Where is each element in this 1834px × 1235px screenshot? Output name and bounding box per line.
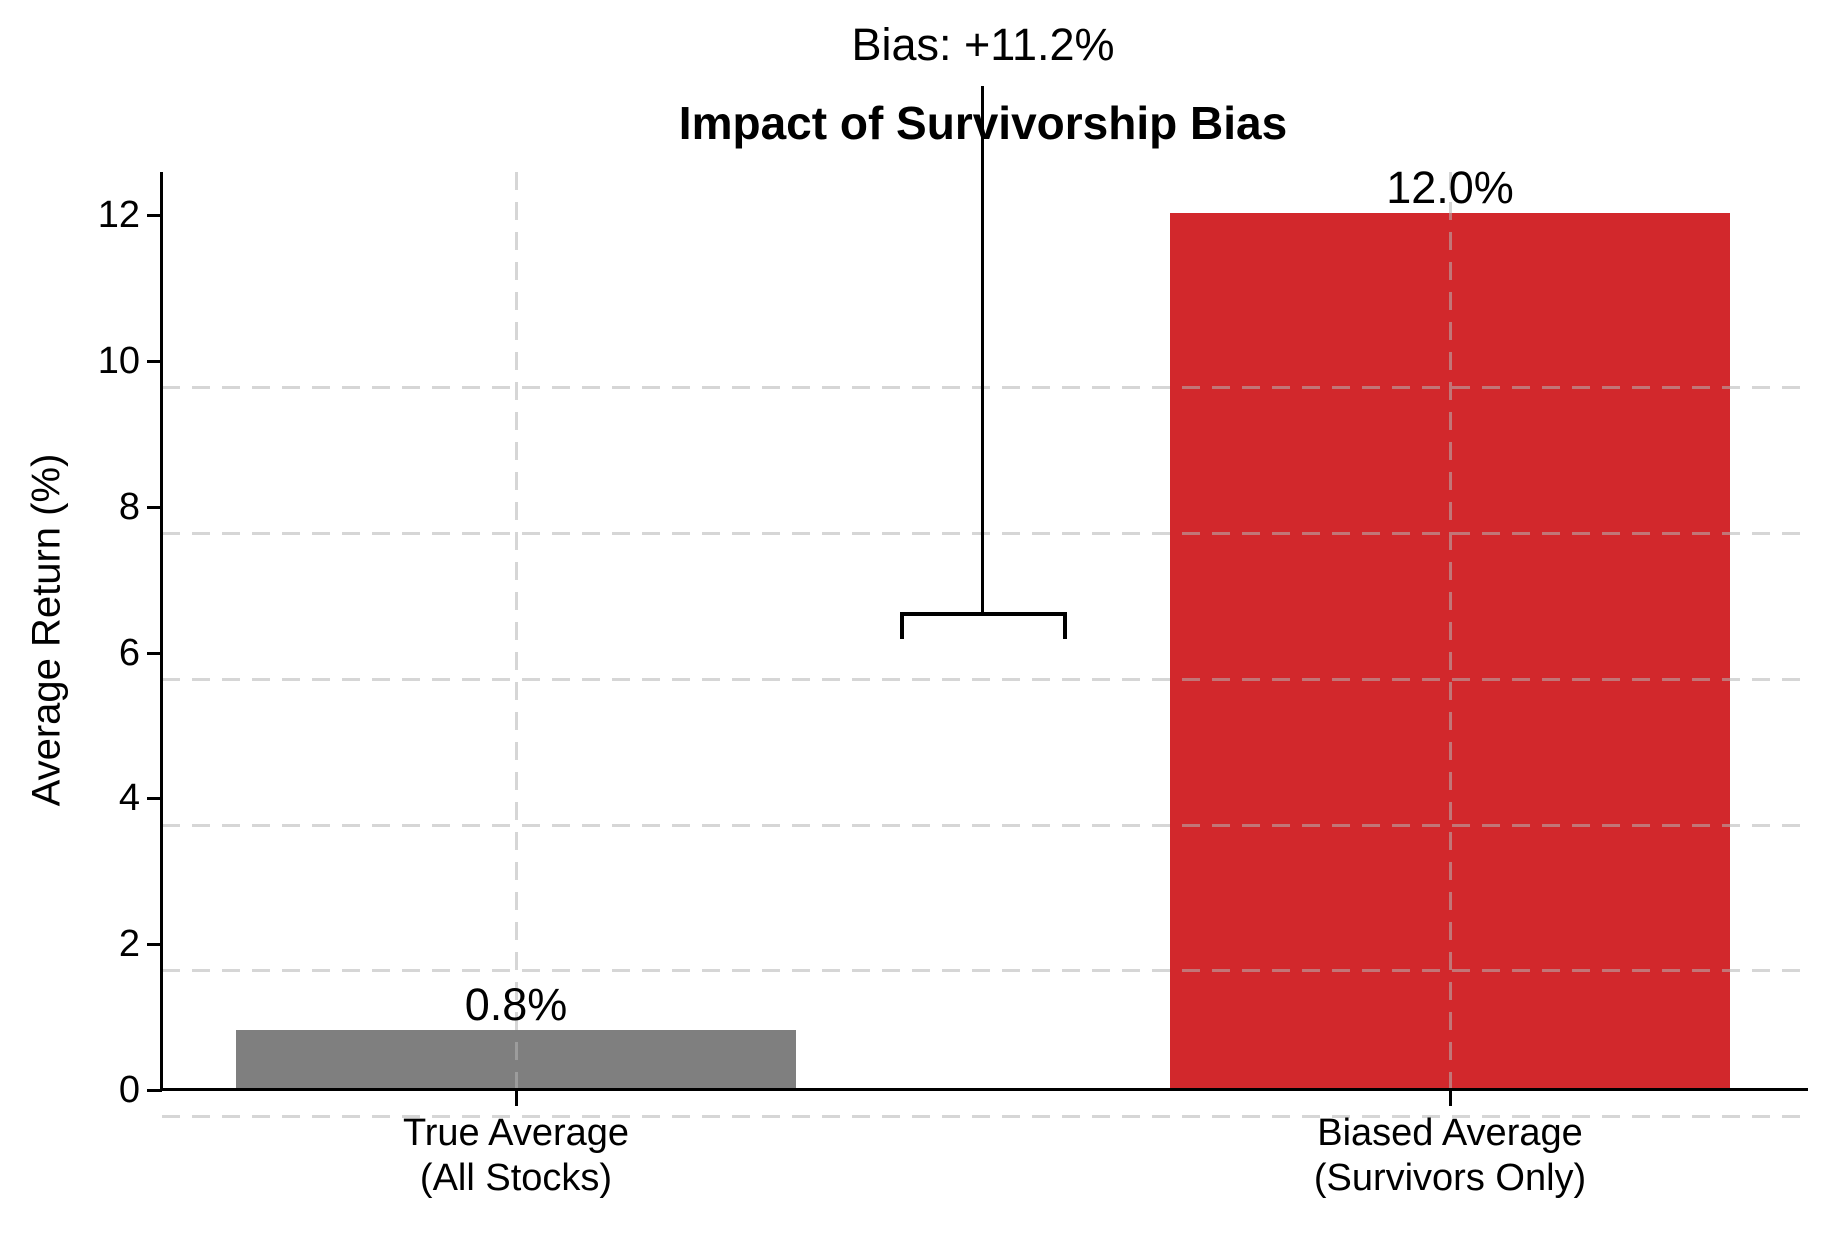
y-tick-label-12: 12 (97, 194, 140, 236)
gridline-y-8 (162, 677, 1808, 681)
bias-annotation-bracket (900, 612, 1067, 616)
gridline-y-12 (162, 385, 1808, 389)
gridline-x-0 (514, 172, 518, 1088)
y-tick-label-8: 8 (118, 486, 140, 528)
y-axis-label: Average Return (%) (24, 453, 69, 807)
plot-area (162, 172, 1808, 1118)
y-tick-label-6: 6 (118, 632, 140, 674)
gridline-y-10 (162, 531, 1808, 535)
bar-true-average (236, 1030, 796, 1088)
gridlines-layer (162, 172, 1808, 1118)
y-tick-label-4: 4 (118, 777, 140, 819)
bars-layer (162, 172, 1808, 1088)
y-tick-mark-8 (147, 505, 162, 509)
gridline-x-1 (1448, 172, 1452, 1088)
y-tick-label-2: 2 (118, 923, 140, 965)
x-tick-mark-0 (514, 1091, 518, 1106)
x-tick-label-line: Biased Average (1317, 1112, 1583, 1154)
bias-annotation-line (981, 86, 984, 616)
bias-annotation-bracket-cap-right (1063, 612, 1067, 639)
y-tick-mark-12 (147, 213, 162, 217)
x-tick-label-line: (All Stocks) (419, 1157, 613, 1199)
x-tick-mark-1 (1448, 1091, 1452, 1106)
x-tick-label-line: True Average (402, 1112, 630, 1154)
x-tick-label-1: Biased Average (Survivors Only) (1170, 1111, 1730, 1201)
y-tick-label-0: 0 (118, 1069, 140, 1111)
gridline-y-6 (162, 823, 1808, 827)
y-tick-mark-10 (147, 359, 162, 363)
y-axis-spine (160, 172, 163, 1091)
y-tick-mark-0 (147, 1088, 162, 1092)
bar-biased-average (1170, 213, 1730, 1088)
bias-annotation-bracket-cap-left (900, 612, 904, 639)
y-tick-mark-2 (147, 942, 162, 946)
y-tick-mark-4 (147, 796, 162, 800)
bar-value-label-1: 12.0% (1386, 162, 1514, 213)
y-tick-mark-6 (147, 651, 162, 655)
x-tick-label-0: True Average (All Stocks) (236, 1111, 796, 1201)
gridline-y-4 (162, 968, 1808, 972)
y-tick-label-10: 10 (97, 340, 140, 382)
bar-value-label-0: 0.8% (464, 979, 568, 1030)
bias-annotation-text: Bias: +11.2% (851, 19, 1115, 70)
x-tick-label-line: (Survivors Only) (1313, 1157, 1587, 1199)
x-axis-spine (160, 1088, 1808, 1091)
